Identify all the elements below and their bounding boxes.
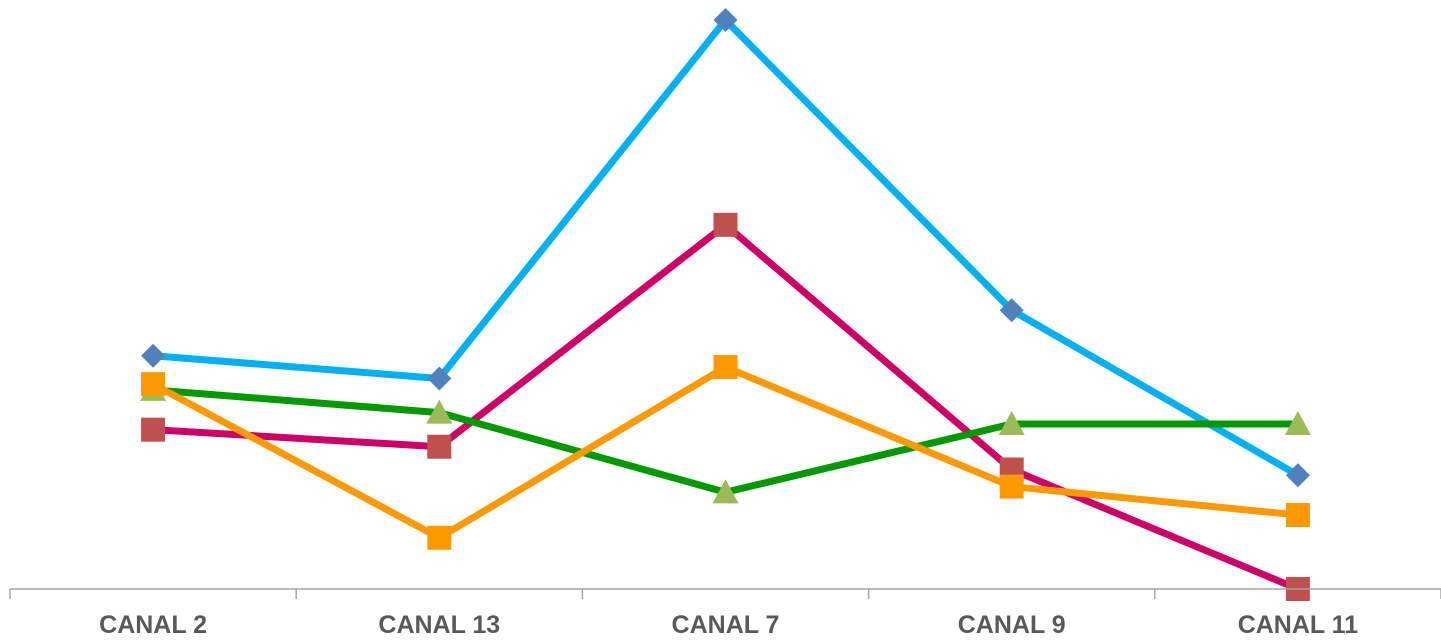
series-3-point [712,479,739,504]
series-3-point [1284,410,1311,436]
series-1-point [141,343,166,368]
x-tick-label: CANAL 13 [378,611,500,639]
marker-layer [140,8,1311,601]
x-tick-label: CANAL 11 [1238,611,1359,639]
x-tick-label: CANAL 7 [672,611,780,639]
series-4-point [999,474,1024,499]
series-1-point [713,8,738,32]
series-2-point [141,417,166,442]
series-layer [149,16,1302,593]
series-2-point [713,212,738,237]
series-3-point [998,410,1025,436]
series-4-point [713,355,738,380]
series-1-point [427,366,452,391]
series-4-point [427,525,452,550]
series-4-point [141,372,166,397]
x-tick-label: CANAL 2 [99,611,207,639]
series-1-point [999,298,1024,323]
series-4-point [1285,503,1310,528]
x-tick-labels: CANAL 2 CANAL 13 CANAL 7 CANAL 9 CANAL 11 [99,611,1358,639]
x-axis [9,588,1441,599]
x-tick-label: CANAL 9 [958,611,1066,639]
series-1-point [1285,463,1310,488]
series-3-point [426,399,453,424]
series-line-4 [149,363,1302,542]
series-2-point [427,434,452,459]
